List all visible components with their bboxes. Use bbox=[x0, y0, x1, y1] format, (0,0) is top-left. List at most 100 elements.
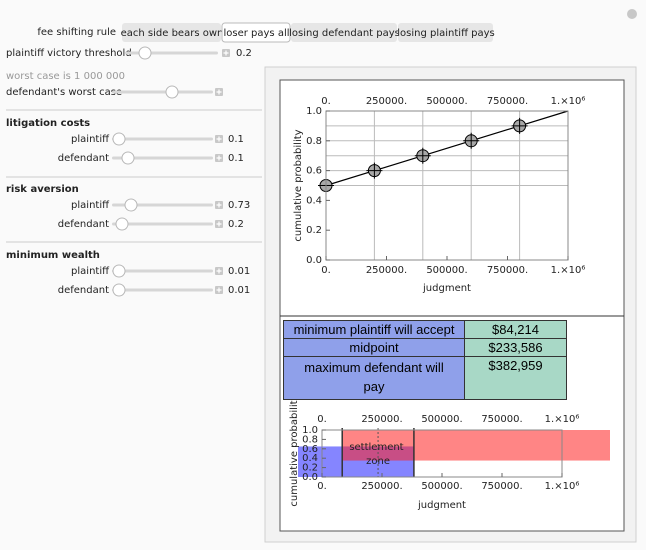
plus-sign bbox=[216, 268, 222, 274]
cell-text: $233,586 bbox=[488, 340, 543, 355]
y-tick-label: 0.6 bbox=[302, 444, 318, 455]
option-button[interactable] bbox=[291, 23, 397, 42]
option-button[interactable] bbox=[221, 22, 291, 43]
option-label[interactable]: losing defendant pays bbox=[289, 28, 400, 39]
x-tick-label-top: 1.×10⁶ bbox=[551, 96, 586, 107]
table-cell: minimum plaintiff will accept bbox=[284, 321, 465, 338]
table-row: maximum defendant will pay $382,959 bbox=[283, 357, 567, 400]
table-cell: maximum defendant will pay bbox=[284, 357, 465, 399]
control-label: plaintiff bbox=[71, 266, 110, 277]
plus-sign bbox=[216, 287, 222, 293]
range-band bbox=[342, 430, 610, 461]
section-title: minimum wealth bbox=[6, 250, 100, 261]
control-value: 0.01 bbox=[228, 285, 250, 296]
y-tick-label: 0.8 bbox=[302, 434, 318, 445]
point-cross bbox=[414, 147, 431, 164]
option-button[interactable] bbox=[398, 23, 493, 42]
slider-thumb[interactable] bbox=[115, 217, 129, 231]
slider-thumb[interactable] bbox=[112, 132, 126, 146]
plus-sign bbox=[223, 50, 229, 56]
cell-text: $84,214 bbox=[492, 322, 539, 337]
control-value: 0.2 bbox=[236, 48, 252, 59]
x-tick-label: 750000. bbox=[487, 265, 528, 276]
point-cross bbox=[366, 162, 383, 179]
x-tick-label-top: 750000. bbox=[487, 96, 528, 107]
y-tick-label: 1.0 bbox=[306, 106, 322, 117]
slider-track[interactable] bbox=[112, 90, 213, 94]
x-tick-label-top: 1.×10⁶ bbox=[545, 414, 580, 425]
table-cell: $84,214 bbox=[465, 321, 566, 338]
slider-thumb[interactable] bbox=[124, 198, 138, 212]
slider-thumb[interactable] bbox=[121, 151, 135, 165]
option-label[interactable]: losing plaintiff pays bbox=[397, 28, 495, 39]
y-tick-label: 0.6 bbox=[306, 166, 322, 177]
y-tick-label: 0.4 bbox=[306, 195, 322, 206]
x-tick-label: 250000. bbox=[361, 481, 402, 492]
cell-text: $382,959 bbox=[488, 358, 543, 373]
x-tick-label: 0. bbox=[321, 265, 331, 276]
plus-sign bbox=[216, 155, 222, 161]
point-cross bbox=[511, 117, 528, 134]
x-axis-label: judgment bbox=[422, 283, 471, 294]
table-cell: midpoint bbox=[284, 339, 465, 356]
x-tick-label-top: 500000. bbox=[421, 414, 462, 425]
x-tick-label: 1.×10⁶ bbox=[551, 265, 586, 276]
slider-thumb[interactable] bbox=[138, 46, 152, 60]
option-button[interactable] bbox=[122, 23, 221, 42]
slider-track[interactable] bbox=[112, 269, 213, 273]
y-tick-label: 0.8 bbox=[306, 136, 322, 147]
control-label: defendant bbox=[58, 285, 109, 296]
control-label: plaintiff victory threshold bbox=[6, 48, 132, 59]
y-tick-label: 0.2 bbox=[306, 225, 322, 236]
option-label[interactable]: each side bears own bbox=[121, 28, 224, 39]
y-tick-label: 0.2 bbox=[302, 463, 318, 474]
table-row: minimum plaintiff will accept $84,214 bbox=[283, 320, 567, 339]
slider-track[interactable] bbox=[112, 222, 213, 226]
x-tick-label: 500000. bbox=[421, 481, 462, 492]
control-label: plaintiff bbox=[71, 200, 110, 211]
slider-track[interactable] bbox=[112, 156, 213, 160]
table-cell: $382,959 bbox=[465, 357, 566, 399]
section-title: litigation costs bbox=[6, 118, 90, 129]
y-tick-label: 0.0 bbox=[302, 472, 318, 483]
option-label[interactable]: loser pays all bbox=[223, 28, 289, 39]
control-value: 0.01 bbox=[228, 266, 250, 277]
control-value: 0.2 bbox=[228, 219, 244, 230]
table-cell: $233,586 bbox=[465, 339, 566, 356]
slider-track[interactable] bbox=[112, 137, 213, 141]
x-tick-label: 500000. bbox=[426, 265, 467, 276]
x-tick-label: 250000. bbox=[366, 265, 407, 276]
slider-thumb[interactable] bbox=[112, 283, 126, 297]
plus-sign bbox=[216, 89, 222, 95]
settings-icon[interactable] bbox=[627, 9, 637, 19]
section-title: risk aversion bbox=[6, 184, 79, 195]
x-axis-label: judgment bbox=[417, 500, 466, 511]
note: worst case is 1 000 000 bbox=[6, 71, 125, 82]
y-tick-label: 0.0 bbox=[306, 255, 322, 266]
x-tick-label: 0. bbox=[317, 481, 327, 492]
plus-sign bbox=[216, 136, 222, 142]
slider-thumb[interactable] bbox=[165, 85, 179, 99]
slider-track[interactable] bbox=[112, 288, 213, 292]
plus-sign bbox=[216, 221, 222, 227]
y-axis-label: cumulative probability bbox=[293, 129, 304, 241]
control-value: 0.73 bbox=[228, 200, 250, 211]
annotation: settlement zone bbox=[349, 442, 406, 467]
control-label: defendant bbox=[58, 153, 109, 164]
y-tick-label: 1.0 bbox=[302, 425, 318, 436]
x-tick-label-top: 0. bbox=[321, 96, 331, 107]
x-tick-label-top: 500000. bbox=[426, 96, 467, 107]
x-tick-label-top: 750000. bbox=[481, 414, 522, 425]
point-cross bbox=[463, 132, 480, 149]
control-label: defendant bbox=[58, 219, 109, 230]
x-tick-label-top: 250000. bbox=[366, 96, 407, 107]
x-tick-label: 750000. bbox=[481, 481, 522, 492]
cell-text: maximum defendant will pay bbox=[304, 360, 444, 394]
slider-thumb[interactable] bbox=[112, 264, 126, 278]
control-value: 0.1 bbox=[228, 153, 244, 164]
x-tick-label: 1.×10⁶ bbox=[545, 481, 580, 492]
cell-text: midpoint bbox=[349, 340, 399, 355]
table-row: midpoint $233,586 bbox=[283, 339, 567, 357]
cell-text: minimum plaintiff will accept bbox=[293, 322, 455, 337]
